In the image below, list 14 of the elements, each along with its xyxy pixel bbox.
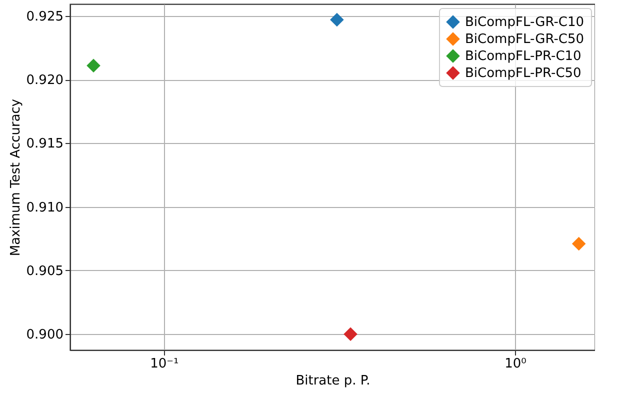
legend-label: BiCompFL-PR-C50	[465, 66, 582, 81]
x-tick-label: 10⁻¹	[150, 356, 179, 372]
x-axis-title: Bitrate p. P.	[296, 374, 370, 388]
y-tick-label: 0.900	[26, 328, 64, 343]
legend-label: BiCompFL-GR-C50	[465, 32, 584, 47]
x-tick-label: 10⁰	[504, 356, 526, 372]
y-tick-label: 0.920	[26, 73, 64, 88]
y-tick-label: 0.910	[26, 200, 64, 216]
y-tick-label: 0.925	[26, 9, 64, 24]
y-axis-title: Maximum Test Accuracy	[8, 98, 24, 256]
y-tick-label: 0.915	[26, 136, 64, 152]
legend-label: BiCompFL-PR-C10	[465, 49, 582, 64]
y-tick-label: 0.905	[26, 264, 64, 279]
legend-label: BiCompFL-GR-C10	[465, 15, 584, 30]
